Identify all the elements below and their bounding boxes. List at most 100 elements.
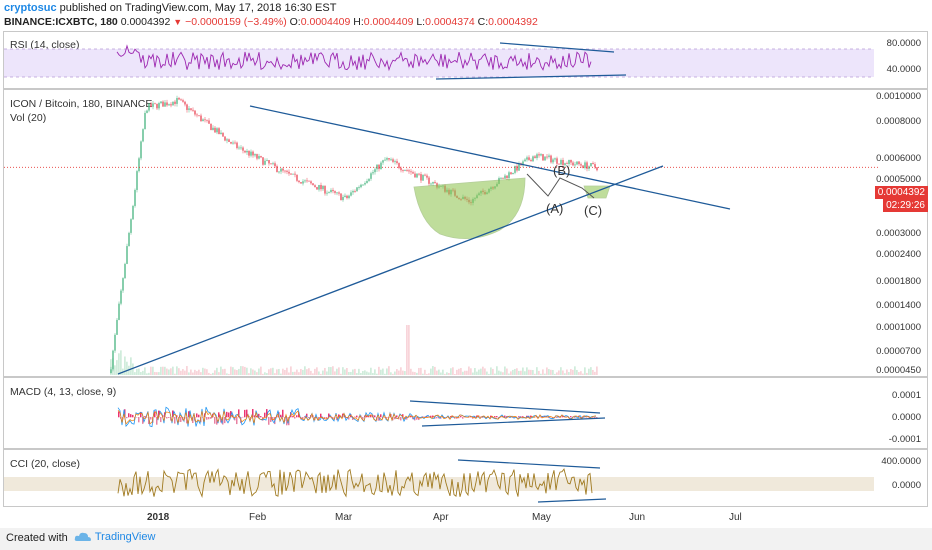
candle: [110, 369, 112, 373]
candle: [220, 132, 222, 135]
candle: [258, 156, 260, 159]
volume-bar: [190, 369, 192, 375]
candle: [542, 154, 544, 161]
macd-histogram-bar: [426, 415, 428, 418]
candle: [184, 101, 186, 105]
candle: [276, 166, 278, 173]
volume-bar: [378, 366, 380, 375]
volume-bar: [340, 373, 342, 375]
macd-histogram-bar: [336, 417, 338, 421]
volume-bar: [322, 370, 324, 375]
volume-bar: [532, 370, 534, 375]
candle: [164, 102, 166, 107]
volume-bar: [276, 369, 278, 375]
macd-histogram-bar: [142, 417, 144, 424]
rsi-trendline: [499, 42, 615, 53]
volume-bar: [558, 370, 560, 375]
cci-title: CCI (20, close): [10, 458, 81, 470]
volume-bar: [584, 367, 586, 375]
candle: [290, 173, 292, 175]
macd-histogram-bar: [418, 417, 420, 421]
candle: [390, 159, 392, 161]
volume-bar: [554, 373, 556, 375]
candle: [530, 159, 532, 162]
candle: [348, 195, 350, 199]
wave-path: [526, 173, 595, 199]
volume-bar: [152, 366, 154, 375]
volume-bar: [268, 369, 270, 375]
volume-bar: [398, 370, 400, 375]
volume-bar: [518, 370, 520, 375]
support-trendline: [117, 165, 664, 375]
volume-bar: [136, 368, 138, 375]
candle: [192, 109, 194, 111]
macd-histogram-bar: [548, 417, 550, 419]
volume-bar: [590, 367, 592, 375]
candle: [150, 103, 152, 107]
volume-bar: [448, 372, 450, 375]
volume-bar: [132, 363, 134, 375]
macd-histogram-bar: [400, 417, 402, 421]
volume-bar: [126, 361, 128, 375]
candle: [200, 115, 202, 122]
volume-bar: [384, 373, 386, 375]
macd-histogram-bar: [192, 417, 194, 424]
volume-bar: [466, 370, 468, 375]
volume-bar: [138, 368, 140, 375]
volume-title: Vol (20): [10, 112, 47, 124]
macd-histogram-bar: [364, 415, 366, 418]
volume-bar: [294, 371, 296, 375]
candle: [334, 191, 336, 193]
author-link[interactable]: cryptosuc: [4, 2, 57, 14]
volume-bar: [274, 373, 276, 375]
volume-bar: [200, 372, 202, 375]
candle: [580, 164, 582, 166]
macd-histogram-bar: [458, 417, 460, 419]
macd-pane[interactable]: MACD (4, 13, close, 9) 0.0001 0.0000 -0.…: [3, 377, 928, 449]
macd-histogram-bar: [256, 415, 258, 418]
macd-histogram-bar: [354, 416, 356, 418]
volume-bar: [212, 372, 214, 375]
macd-histogram-bar: [380, 414, 382, 418]
volume-bar: [400, 367, 402, 375]
volume-bar: [140, 371, 142, 375]
volume-bar: [406, 325, 408, 375]
volume-bar: [484, 368, 486, 375]
candle: [226, 139, 228, 141]
tradingview-logo[interactable]: TradingView: [74, 531, 155, 543]
volume-bar: [170, 368, 172, 375]
macd-histogram-bar: [338, 414, 340, 418]
macd-histogram-bar: [140, 411, 142, 418]
volume-bar: [188, 372, 190, 375]
candle: [558, 163, 560, 165]
macd-histogram-bar: [556, 417, 558, 418]
volume-bar: [286, 367, 288, 375]
volume-bar: [222, 369, 224, 375]
candle: [174, 101, 176, 104]
candle: [202, 119, 204, 122]
volume-bar: [482, 366, 484, 375]
volume-bar: [134, 372, 136, 375]
volume-bar: [178, 368, 180, 375]
volume-bar: [442, 369, 444, 375]
candle: [180, 99, 182, 101]
volume-bar: [438, 369, 440, 375]
candle: [196, 114, 198, 116]
volume-bar: [312, 373, 314, 375]
macd-histogram-bar: [156, 417, 158, 425]
volume-bar: [422, 373, 424, 375]
volume-bar: [588, 368, 590, 375]
published-text: published on TradingView.com, May 17, 20…: [59, 2, 337, 14]
macd-histogram-bar: [438, 417, 440, 419]
candle: [272, 163, 274, 165]
macd-histogram-bar: [186, 417, 188, 424]
candle: [160, 101, 162, 104]
candle: [172, 101, 174, 106]
candle: [500, 177, 502, 179]
candle: [574, 164, 576, 166]
volume-bar: [424, 369, 426, 375]
candle: [426, 175, 428, 178]
candle: [526, 157, 528, 160]
volume-bar: [218, 372, 220, 375]
volume-bar: [428, 373, 430, 375]
